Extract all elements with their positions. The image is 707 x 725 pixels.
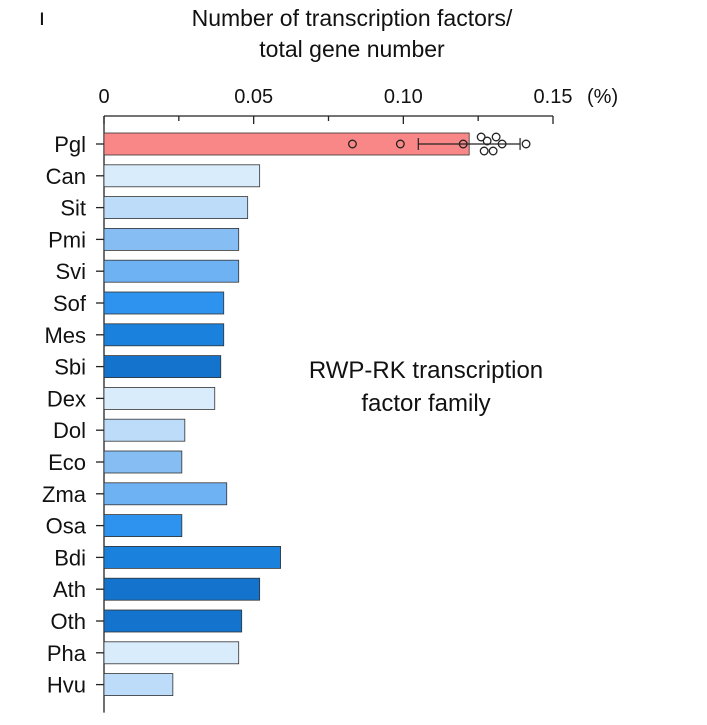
- pgl-point: [488, 146, 498, 156]
- pgl-point: [491, 132, 501, 142]
- pgl-point: [458, 139, 468, 149]
- bar-pha: [103, 641, 240, 665]
- bar-dex: [103, 386, 216, 410]
- pgl-point: [479, 146, 489, 156]
- bar-pgl: [103, 132, 470, 156]
- bar-zma: [103, 482, 228, 506]
- category-label: Pgl: [54, 132, 86, 157]
- pgl-point: [347, 139, 357, 149]
- category-label: Mes: [44, 323, 86, 348]
- category-label: Sof: [53, 291, 87, 316]
- category-label: Dol: [53, 418, 86, 443]
- category-label: Eco: [48, 450, 86, 475]
- category-label: Dex: [47, 386, 86, 411]
- category-label: Svi: [55, 259, 86, 284]
- x-tick-label: 0: [98, 86, 109, 108]
- bar-bdi: [103, 546, 282, 569]
- category-labels: Pgl Can Sit Pmi Svi Sof Mes Sbi Dex Dol Eco Zma Osa B…: [42, 132, 87, 698]
- category-label: Bdi: [54, 545, 86, 570]
- annotation-line-2: factor family: [361, 390, 490, 417]
- category-label: Hvu: [47, 673, 86, 698]
- bar-oth: [103, 609, 243, 633]
- annotation-line-1: RWP-RK transcription: [309, 357, 543, 384]
- bar-can: [103, 164, 261, 188]
- x-tick-label: 0.10: [384, 86, 423, 108]
- bars: [103, 132, 470, 696]
- category-label: Sit: [60, 196, 86, 221]
- bar-mes: [103, 323, 225, 347]
- bar-svi: [103, 259, 240, 283]
- chart-title-line-2: total gene number: [259, 36, 445, 62]
- pgl-point: [476, 132, 486, 142]
- bar-sof: [103, 291, 225, 315]
- category-label: Pmi: [48, 227, 86, 252]
- x-unit-label: (%): [587, 86, 618, 108]
- pgl-replicates: [347, 132, 531, 156]
- bar-sbi: [103, 355, 222, 379]
- category-label: Ath: [53, 577, 86, 602]
- pgl-point: [482, 136, 492, 146]
- x-tick-label: 0.05: [234, 86, 273, 108]
- category-label: Can: [46, 164, 86, 189]
- bar-eco: [103, 450, 183, 474]
- category-label: Zma: [42, 482, 87, 507]
- pgl-point: [521, 139, 531, 149]
- pgl-point: [497, 139, 507, 149]
- bar-dol: [103, 418, 186, 442]
- bar-hvu: [103, 673, 174, 696]
- bar-sit: [103, 196, 249, 220]
- category-label: Sbi: [54, 355, 86, 380]
- category-label: Oth: [51, 609, 86, 634]
- bar-osa: [103, 514, 183, 537]
- panel-mark: ı: [39, 4, 45, 30]
- x-tick-label: 0.15: [534, 86, 573, 108]
- bar-ath: [103, 577, 261, 601]
- category-label: Pha: [47, 641, 87, 666]
- chart-title-line-1: Number of transcription factors/: [192, 5, 513, 31]
- pgl-point: [395, 139, 405, 149]
- category-label: Osa: [46, 514, 87, 539]
- bar-pmi: [103, 227, 240, 251]
